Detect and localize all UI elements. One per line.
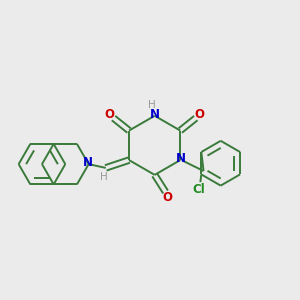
Text: H: H xyxy=(148,100,156,110)
Text: N: N xyxy=(150,108,160,121)
Text: H: H xyxy=(100,172,108,182)
Text: O: O xyxy=(104,108,115,121)
Text: Cl: Cl xyxy=(192,184,205,196)
Text: N: N xyxy=(83,156,93,170)
Text: O: O xyxy=(162,191,172,204)
Text: N: N xyxy=(176,152,186,165)
Text: O: O xyxy=(195,108,205,121)
